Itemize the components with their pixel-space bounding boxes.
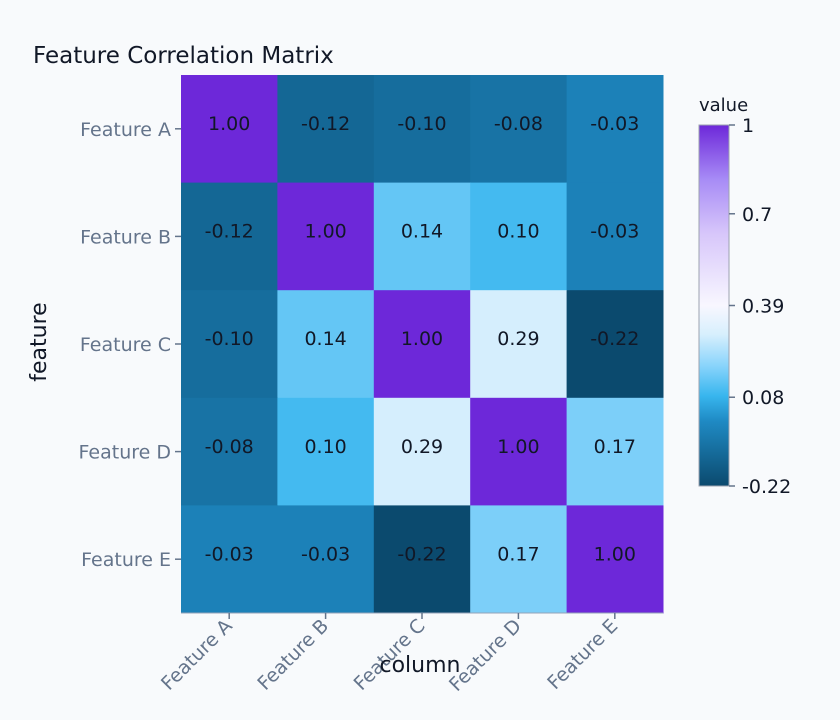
x-tick-label: Feature E <box>543 615 622 694</box>
cell-value-label: -0.22 <box>397 543 446 565</box>
heatmap-cell <box>470 75 568 184</box>
heatmap-cell <box>373 397 471 506</box>
y-tick-label: Feature E <box>81 549 171 571</box>
y-tick-label: Feature A <box>80 119 171 141</box>
cell-value-label: -0.12 <box>301 113 350 135</box>
colorbar-tick-label: 1 <box>742 115 754 137</box>
heatmap-cell <box>181 505 278 614</box>
cell-value-label: 1.00 <box>401 328 443 350</box>
colorbar-tick-label: -0.22 <box>742 476 791 498</box>
heatmap-cell <box>277 505 375 614</box>
cell-value-label: 0.14 <box>401 221 443 243</box>
heatmap-cell-labels: 1.00 -0.12 -0.10 -0.08 -0.03 -0.12 1.00 0.14 0.1… <box>205 113 640 565</box>
colorbar-tick-label: 0.7 <box>742 204 772 226</box>
cell-value-label: 0.10 <box>497 221 539 243</box>
cell-value-label: -0.03 <box>590 221 639 243</box>
cell-value-label: -0.08 <box>205 436 254 458</box>
y-tick-label: Feature B <box>80 226 171 248</box>
heatmap-cell <box>566 182 664 291</box>
heatmap-cell <box>373 75 471 184</box>
cell-value-label: -0.10 <box>397 113 446 135</box>
y-tick-label: Feature D <box>79 442 171 464</box>
heatmap-cell <box>470 290 568 399</box>
chart-title: Feature Correlation Matrix <box>33 43 334 69</box>
heatmap-cell <box>277 182 375 291</box>
heatmap-cell <box>277 290 375 399</box>
cell-value-label: -0.03 <box>205 543 254 565</box>
cell-value-label: 0.14 <box>304 328 346 350</box>
cell-value-label: -0.22 <box>590 328 639 350</box>
y-axis-label: feature <box>27 302 52 381</box>
heatmap-cell <box>181 75 278 184</box>
cell-value-label: -0.03 <box>301 543 350 565</box>
heatmap-cell <box>566 75 664 184</box>
heatmap-cell <box>566 505 664 614</box>
heatmap-cell <box>181 397 278 506</box>
heatmap-cell <box>566 397 664 506</box>
colorbar <box>698 124 730 487</box>
cell-value-label: 1.00 <box>304 221 346 243</box>
heatmap-cells <box>181 75 664 614</box>
cell-value-label: 0.17 <box>497 543 539 565</box>
colorbar-tick-label: 0.08 <box>742 387 784 409</box>
cell-value-label: -0.10 <box>205 328 254 350</box>
cell-value-label: 1.00 <box>208 113 250 135</box>
heatmap-cell <box>566 290 664 399</box>
cell-value-label: -0.08 <box>494 113 543 135</box>
heatmap-cell <box>373 505 471 614</box>
x-tick-label: Feature B <box>253 615 333 695</box>
heatmap-cell <box>277 397 375 506</box>
cell-value-label: 0.10 <box>304 436 346 458</box>
heatmap-cell <box>277 75 375 184</box>
x-tick-label: Feature A <box>157 615 237 695</box>
heatmap-cell <box>181 182 278 291</box>
heatmap-cell <box>373 290 471 399</box>
cell-value-label: -0.12 <box>205 221 254 243</box>
heatmap-cell <box>181 290 278 399</box>
heatmap-cell <box>470 397 568 506</box>
cell-value-label: 1.00 <box>497 436 539 458</box>
cell-value-label: -0.03 <box>590 113 639 135</box>
colorbar-tick-label: 0.39 <box>742 296 784 318</box>
cell-value-label: 1.00 <box>594 543 636 565</box>
heatmap-cell <box>373 182 471 291</box>
heatmap-cell <box>470 505 568 614</box>
cell-value-label: 0.17 <box>594 436 636 458</box>
colorbar-ticks: 1 0.7 0.39 0.08 -0.22 <box>729 115 791 498</box>
cell-value-label: 0.29 <box>401 436 443 458</box>
heatmap-cell <box>470 182 568 291</box>
x-axis-label: column <box>380 653 461 678</box>
cell-value-label: 0.29 <box>497 328 539 350</box>
y-axis-ticks: Feature A Feature B Feature C Feature D Feat… <box>79 119 181 571</box>
colorbar-title: value <box>699 95 748 116</box>
y-tick-label: Feature C <box>80 334 171 356</box>
